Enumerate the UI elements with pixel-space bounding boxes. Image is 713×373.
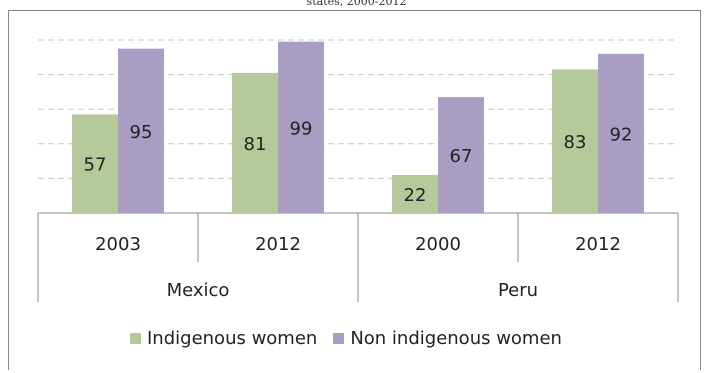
bar-non-indigenous-0 — [118, 48, 164, 214]
bar-indigenous-3 — [552, 69, 598, 213]
bar-indigenous-2 — [392, 174, 438, 213]
data-label-indigenous-0: 57 — [84, 155, 107, 176]
bar-non-indigenous-3 — [598, 53, 644, 214]
bar-non-indigenous-1 — [278, 41, 324, 214]
legend-label-indigenous: Indigenous women — [147, 327, 318, 349]
bar-indigenous-1 — [232, 72, 278, 214]
x-tick-label-0: 2003 — [95, 234, 141, 255]
legend: Indigenous women Non indigenous women — [130, 325, 578, 351]
group-label-peru: Peru — [498, 280, 538, 301]
x-tick-label-3: 2012 — [575, 234, 621, 255]
data-label-non-indigenous-3: 92 — [610, 124, 633, 145]
bar-non-indigenous-2 — [438, 97, 484, 213]
legend-label-non-indigenous: Non indigenous women — [350, 327, 562, 349]
data-label-indigenous-1: 81 — [244, 134, 267, 155]
x-tick-label-2: 2000 — [415, 234, 461, 255]
bar-indigenous-0 — [72, 114, 118, 213]
chart-frame — [8, 10, 701, 370]
data-label-indigenous-3: 83 — [564, 132, 587, 153]
legend-item-non-indigenous: Non indigenous women — [333, 328, 562, 349]
data-label-non-indigenous-2: 67 — [450, 146, 473, 167]
chart-title: states, 2000-2012 — [306, 0, 407, 8]
data-label-indigenous-2: 22 — [404, 185, 427, 206]
x-tick-label-1: 2012 — [255, 234, 301, 255]
legend-swatch-non-indigenous — [333, 332, 345, 344]
group-label-mexico: Mexico — [167, 280, 230, 301]
legend-item-indigenous: Indigenous women — [130, 328, 317, 349]
data-label-non-indigenous-1: 99 — [290, 118, 313, 139]
legend-swatch-indigenous — [130, 332, 141, 344]
data-label-non-indigenous-0: 95 — [130, 122, 153, 143]
